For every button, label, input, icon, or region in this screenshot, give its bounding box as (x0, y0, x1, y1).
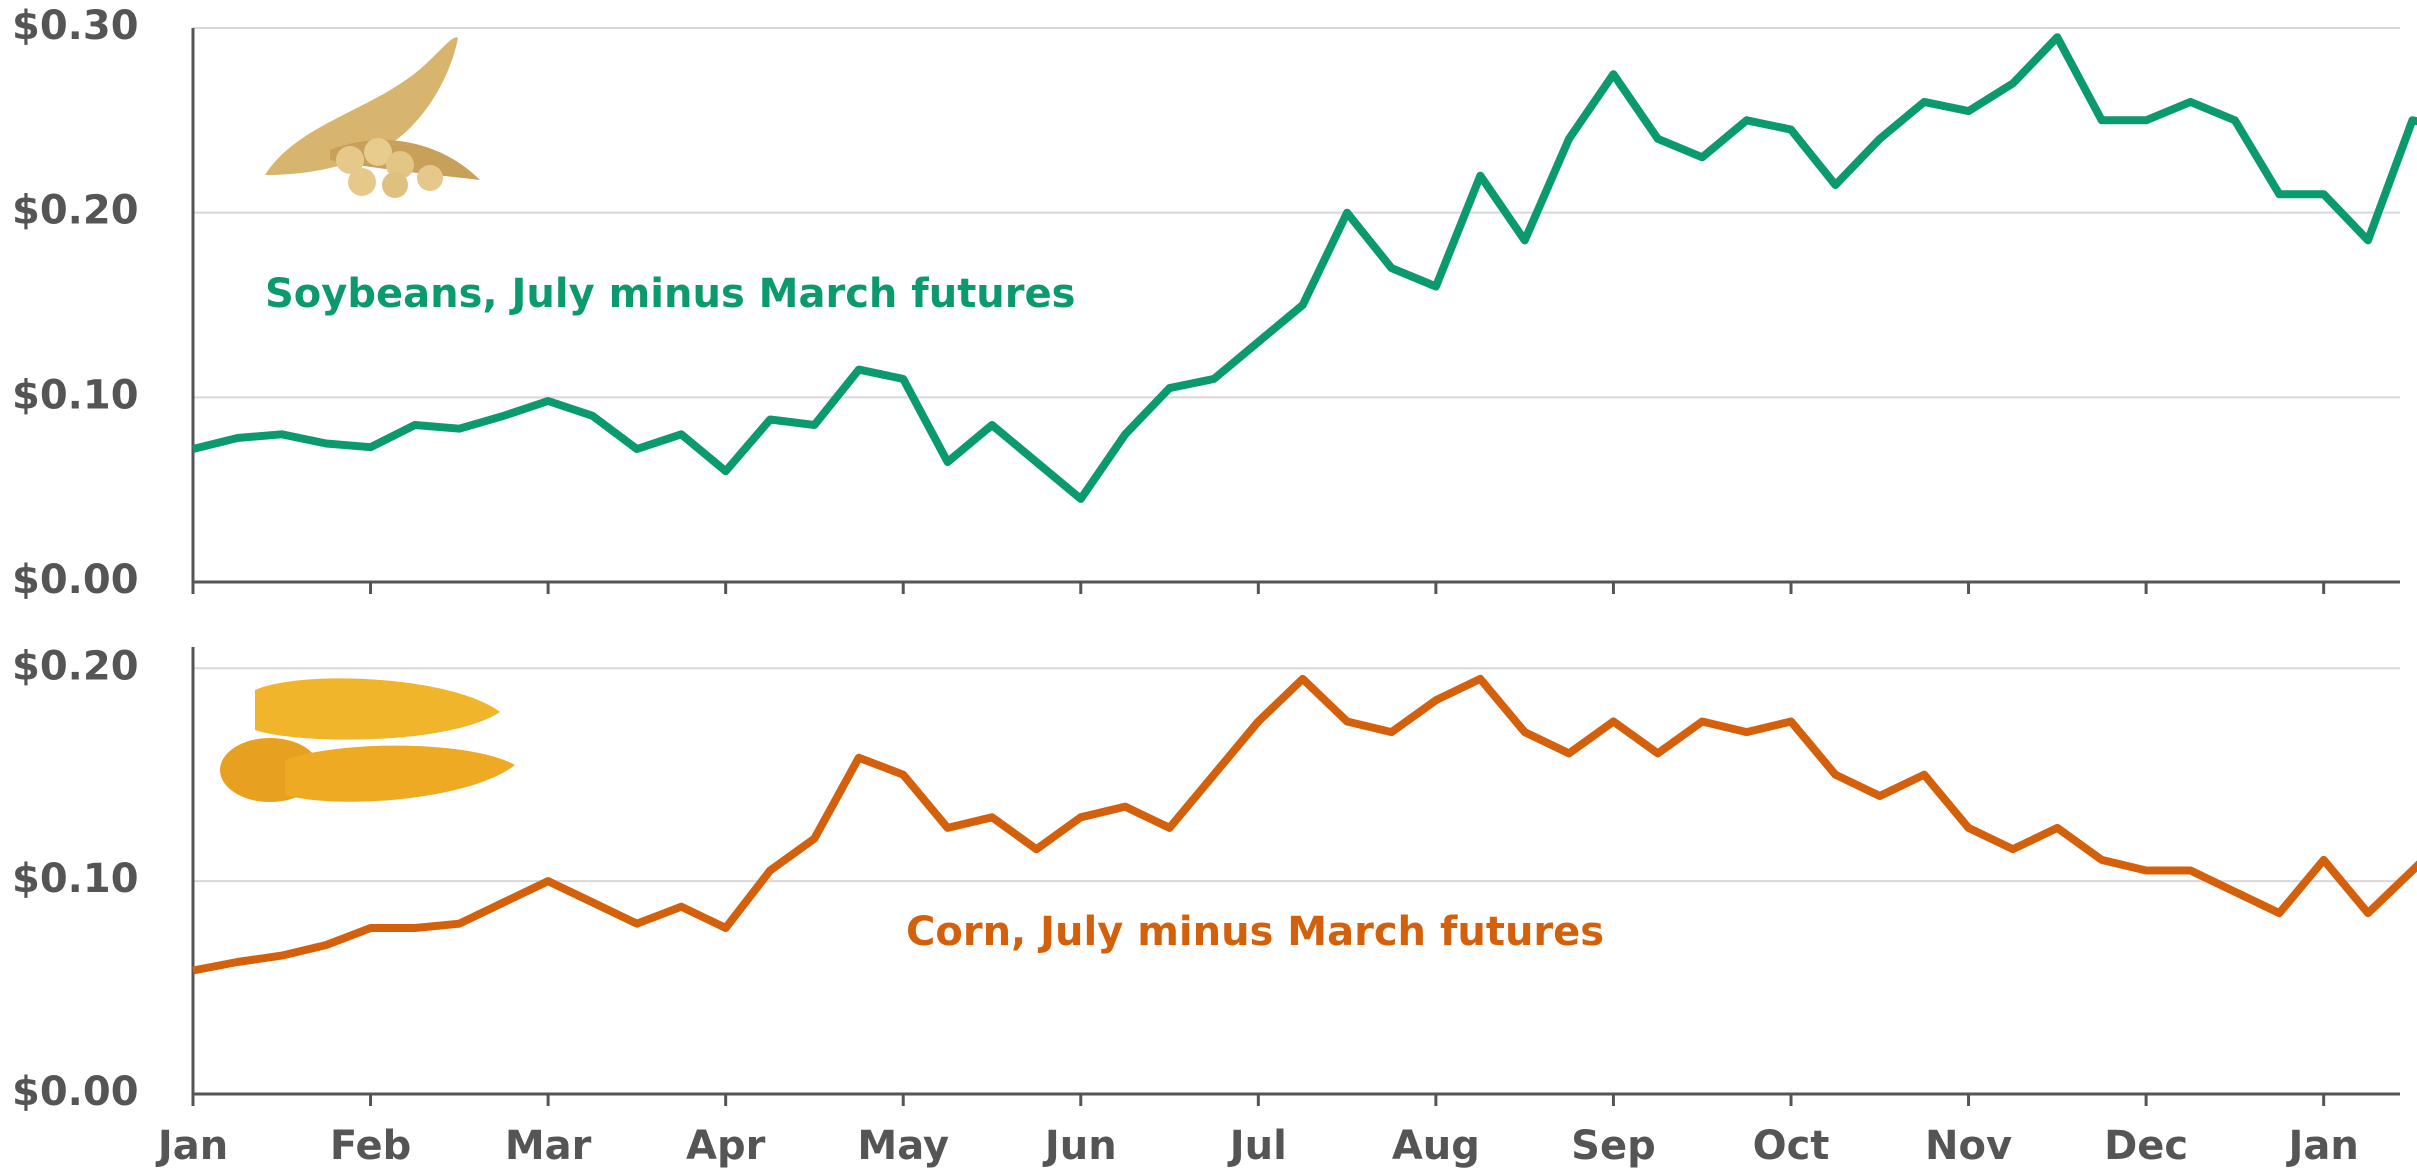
x-tick-label: Jan (155, 1123, 228, 1169)
x-tick-label: Mar (505, 1123, 592, 1169)
series-label: Corn, July minus March futures (906, 909, 1604, 955)
y-tick-label: $0.30 (12, 3, 139, 49)
x-tick-label: Feb (330, 1123, 411, 1169)
y-tick-label: $0.20 (12, 643, 139, 689)
x-tick-label: Jan (2285, 1123, 2358, 1169)
x-tick-label: Apr (686, 1123, 766, 1169)
series-label: Soybeans, July minus March futures (265, 271, 1075, 317)
y-tick-label: $0.10 (12, 856, 139, 902)
x-tick-label: Dec (2104, 1123, 2188, 1169)
y-tick-label: $0.20 (12, 188, 139, 234)
line (192, 674, 2417, 975)
x-tick-label: Sep (1571, 1123, 1656, 1169)
y-tick-label: $0.00 (12, 557, 139, 603)
x-tick-label: Aug (1392, 1123, 1480, 1169)
y-tick-label: $0.10 (12, 372, 139, 418)
soybean-icon (265, 37, 480, 198)
x-tick-label: Jun (1042, 1123, 1117, 1169)
y-tick-label: $0.00 (12, 1069, 139, 1115)
line (192, 33, 2417, 503)
x-tick-label: Nov (1925, 1123, 2012, 1169)
x-tick-label: Jul (1227, 1123, 1287, 1169)
x-tick-label: Oct (1753, 1123, 1830, 1169)
x-tick-label: May (857, 1123, 949, 1169)
corn-icon (220, 678, 515, 802)
